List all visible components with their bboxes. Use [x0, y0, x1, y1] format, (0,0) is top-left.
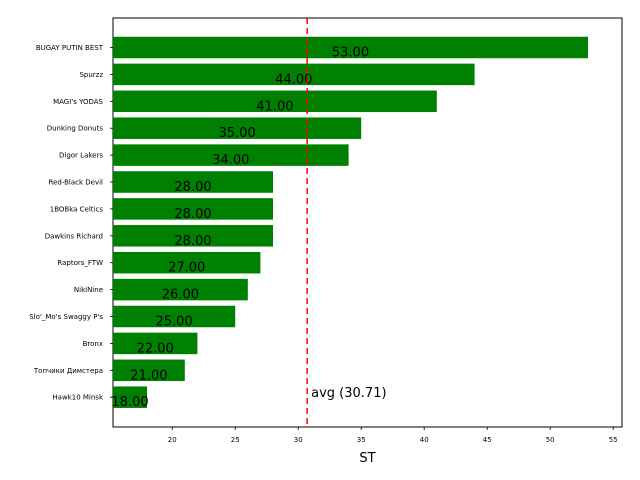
data-label-8: 27.00: [168, 261, 205, 276]
category-labels: BUGAY PUTIN BEST Spurzz MAGI's YODAS Dunkin…: [29, 44, 113, 402]
bar-8: [113, 251, 261, 274]
data-label-3: 35.00: [218, 126, 255, 141]
data-label-4: 34.00: [212, 153, 249, 168]
data-label-1: 44.00: [275, 72, 312, 87]
data-label-7: 28.00: [174, 234, 211, 249]
category-label-0: BUGAY PUTIN BEST: [36, 44, 104, 52]
x-tick-label-5: 45: [483, 436, 492, 444]
data-label-2: 41.00: [256, 99, 293, 114]
category-label-8: Raptors_FTW: [57, 259, 103, 267]
bar-10: [113, 305, 236, 328]
data-label-5: 28.00: [174, 180, 211, 195]
category-label-11: Bronx: [83, 340, 103, 348]
x-tick-label-6: 50: [546, 436, 555, 444]
data-label-13: 18.00: [111, 395, 148, 410]
category-label-10: Slo'_Mo's Swaggy P's: [29, 313, 103, 321]
category-label-2: MAGI's YODAS: [53, 98, 103, 106]
average-label: avg (30.71): [311, 386, 386, 401]
category-label-5: Red-Black Devil: [49, 179, 104, 187]
bar-6: [113, 198, 274, 220]
category-label-6: 1BOBka Celtics: [50, 205, 104, 213]
data-label-0: 53.00: [332, 46, 369, 61]
bar-2: [113, 90, 437, 113]
category-label-1: Spurzz: [79, 71, 103, 79]
category-label-13: Hawk10 Minsk: [52, 394, 104, 402]
x-tick-label-3: 35: [357, 436, 366, 444]
category-label-12: Топчики Димстера: [33, 367, 103, 375]
bar-12: [113, 359, 185, 382]
bar-5: [113, 171, 274, 193]
data-label-12: 21.00: [130, 368, 167, 383]
bar-4: [113, 144, 349, 166]
category-label-9: NikiNine: [74, 286, 103, 294]
x-tick-label-7: 55: [609, 436, 618, 444]
plot-area: [112, 17, 623, 428]
x-tick-label-0: 20: [168, 436, 177, 444]
category-label-3: Dunking Donuts: [47, 125, 104, 133]
x-tick-label-4: 40: [420, 436, 429, 444]
bars-group: [113, 36, 588, 408]
data-label-10: 25.00: [155, 315, 192, 330]
data-label-6: 28.00: [174, 207, 211, 222]
category-label-4: Digor Lakers: [59, 152, 103, 160]
bar-13: [113, 386, 148, 408]
bar-1: [113, 63, 475, 86]
data-label-9: 26.00: [162, 288, 199, 303]
x-tick-label-1: 25: [231, 436, 240, 444]
x-tick-label-2: 30: [294, 436, 303, 444]
data-label-11: 22.00: [137, 341, 174, 356]
x-axis-ticks: 20 25 30 35 40 45 50 55: [168, 427, 618, 444]
bar-9: [113, 278, 248, 301]
bar-0: [113, 36, 588, 59]
bar-7: [113, 225, 274, 247]
category-label-7: Dawkins Richard: [45, 232, 103, 240]
bar-11: [113, 332, 198, 355]
x-axis-title: ST: [359, 451, 375, 466]
data-labels: 53.0044.0041.0035.0034.0028.0028.0028.00…: [111, 46, 369, 411]
bar-3: [113, 117, 362, 139]
